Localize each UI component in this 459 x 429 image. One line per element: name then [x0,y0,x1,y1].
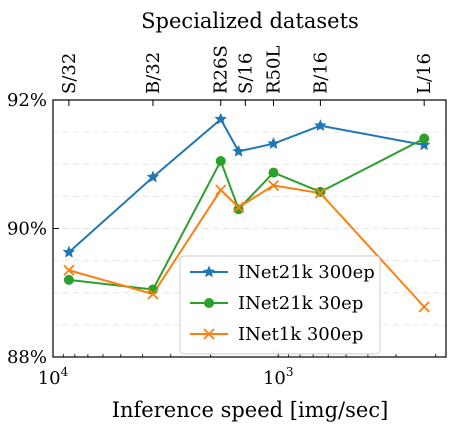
top-tick-label: S/16 [235,53,256,94]
legend-label-3: INet1k 300ep [238,324,363,345]
data-point-2 [268,167,279,178]
data-point-1 [417,138,431,151]
legend-label-1: INet21k 300ep [238,262,375,283]
series-markers [62,112,431,313]
legend-marker-3 [203,328,215,340]
top-tick-label: L/16 [414,53,435,94]
data-point-1 [314,119,327,132]
legend: INet21k 300ep INet21k 30ep INet1k 300ep [179,255,381,355]
series-line-1 [68,117,425,254]
data-point-3 [63,264,75,276]
legend-marker-2 [204,298,214,308]
legend-box [179,255,381,355]
data-point-1 [267,137,280,150]
data-point-2 [419,133,430,144]
x-axis-label: Inference speed [img/sec] [112,398,389,422]
top-tick-label: R50L [263,46,284,94]
data-point-2 [233,204,244,215]
data-point-3 [215,184,227,196]
data-point-3 [314,187,327,199]
axes: 88% 90% 92% 104 103 S/32 B/32 R26S S/16 R50L B/16 L… [7,45,437,389]
top-tick-label: R26S [211,45,232,94]
chart-title: Specialized datasets [141,9,359,33]
x-tick-label: 104 [38,365,69,389]
data-point-1 [146,170,160,183]
data-point-3 [267,179,280,192]
grid-lines [53,131,446,326]
top-tick-label: S/32 [59,53,80,94]
data-point-1 [214,112,228,125]
top-tick-label: B/16 [310,52,331,94]
data-point-2 [63,274,74,285]
top-tick-label: B/32 [143,52,164,94]
data-point-3 [232,201,245,213]
data-point-2 [315,186,326,197]
data-point-3 [147,288,159,300]
y-tick-label: 92% [7,90,47,111]
y-tick-label: 88% [7,347,47,368]
y-tick-label: 90% [7,219,47,240]
legend-label-2: INet21k 30ep [238,293,363,314]
legend-marker-1 [202,265,216,278]
x-tick-label: 103 [263,365,294,389]
data-point-3 [418,301,430,313]
data-point-2 [215,156,226,167]
data-point-1 [62,245,76,258]
data-point-1 [232,144,245,157]
